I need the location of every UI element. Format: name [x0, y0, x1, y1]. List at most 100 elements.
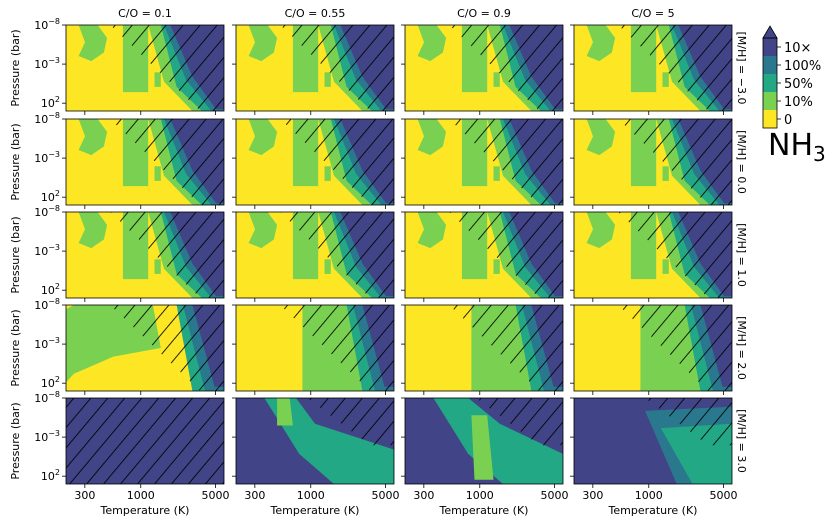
hatch-region	[307, 398, 394, 446]
y-tick-label: 102	[41, 375, 60, 390]
level-region	[433, 398, 563, 484]
y-tick-label: 10−8	[34, 297, 60, 312]
heatmap-panel-r0-c2	[401, 24, 564, 115]
hatch-region	[110, 119, 224, 205]
panel-frame	[235, 397, 395, 485]
x-tick-label: 5000	[202, 489, 230, 502]
hatch-region	[618, 212, 732, 298]
x-tick-label: 5000	[710, 489, 738, 502]
level-region	[78, 25, 108, 62]
row-label: [M/H] = 1.0	[735, 223, 748, 287]
level-region	[586, 119, 616, 156]
y-axis-label: Pressure (bar)	[9, 309, 22, 386]
colorbar: 10× 100% 50% 10% 0	[762, 25, 821, 129]
heatmap-panel-r2-c2	[401, 211, 564, 302]
y-axis-label: Pressure (bar)	[9, 216, 22, 293]
level-region	[586, 212, 616, 249]
level-region	[662, 72, 669, 87]
y-tick-label: 10−3	[34, 243, 60, 258]
level-region	[417, 25, 447, 62]
heatmap-panel-r3-c2	[401, 304, 564, 395]
y-tick-label: 10−3	[34, 56, 60, 71]
hatch-region	[280, 119, 394, 205]
panel-frame	[65, 118, 225, 206]
level-region	[493, 72, 500, 87]
colorbar-tick-label: 10×	[784, 41, 811, 56]
column-title: C/O = 0.55	[285, 7, 346, 20]
panel-frame	[573, 24, 733, 112]
panel-frame	[573, 118, 733, 206]
hatch-region	[280, 212, 394, 298]
panel-frame	[65, 304, 225, 392]
level-region	[471, 415, 494, 480]
level-region	[662, 166, 669, 181]
hatch-region	[280, 305, 394, 391]
panel-frame	[65, 24, 225, 112]
row-label: [M/H] = 2.0	[735, 316, 748, 380]
y-tick-label: 102	[41, 189, 60, 204]
level-region	[248, 25, 278, 62]
row-label: [M/H] = 3.0	[735, 409, 748, 473]
level-region	[78, 212, 108, 249]
panel-frame	[404, 397, 564, 485]
hatch-region	[618, 25, 732, 111]
hatch-region	[476, 398, 563, 446]
panel-frame	[573, 304, 733, 392]
hatch-region	[449, 119, 563, 205]
heatmap-panel-r2-c3	[570, 211, 733, 302]
heatmap-panel-r4-c3: 300 1000 5000	[570, 397, 738, 502]
y-tick-label: 10−8	[34, 204, 60, 219]
y-tick-label: 10−8	[34, 111, 60, 126]
level-region	[277, 398, 293, 426]
species-label: NH3	[768, 128, 826, 166]
x-axis-label: Temperature (K)	[608, 504, 698, 517]
heatmap-panel-r3-c0: 10−8 10−3 102	[34, 297, 225, 395]
y-tick-label: 10−3	[34, 336, 60, 351]
level-region	[324, 72, 331, 87]
level-region	[662, 259, 669, 274]
level-region	[248, 119, 278, 156]
panel-frame	[404, 24, 564, 112]
panel-frame	[235, 211, 395, 299]
x-tick-label: 1000	[297, 489, 325, 502]
panel-frame	[404, 118, 564, 206]
colorbar-segment	[763, 56, 777, 74]
x-tick-label: 300	[582, 489, 603, 502]
heatmap-panel-r1-c2	[401, 118, 564, 209]
x-axis-label: Temperature (K)	[270, 504, 360, 517]
panel-frame	[65, 397, 225, 485]
level-region	[324, 259, 331, 274]
y-tick-label: 102	[41, 282, 60, 297]
colorbar-segment	[763, 92, 777, 110]
heatmap-panel-r4-c2: 300 1000 5000	[401, 397, 569, 502]
heatmap-panel-r1-c1	[232, 118, 395, 209]
hatch-region	[449, 25, 563, 111]
heatmap-panel-r1-c3	[570, 118, 733, 209]
x-axis-label: Temperature (K)	[439, 504, 529, 517]
level-region	[78, 119, 108, 156]
heatmap-panel-r3-c3	[570, 304, 733, 395]
colorbar-tick-label: 10%	[784, 95, 813, 110]
colorbar-segment	[763, 38, 777, 56]
x-tick-label: 5000	[541, 489, 569, 502]
level-region	[154, 72, 161, 87]
panel-frame	[573, 211, 733, 299]
x-tick-label: 300	[413, 489, 434, 502]
level-region	[417, 212, 447, 249]
hatch-region	[110, 212, 224, 298]
level-region	[324, 166, 331, 181]
y-tick-label: 102	[41, 468, 60, 483]
x-tick-label: 1000	[635, 489, 663, 502]
heatmap-panel-r3-c1	[232, 304, 395, 395]
x-tick-label: 5000	[372, 489, 400, 502]
level-region	[154, 166, 161, 181]
heatmap-panel-r4-c1: 300 1000 5000	[232, 397, 400, 502]
y-tick-label: 10−8	[34, 390, 60, 405]
level-region	[417, 119, 447, 156]
colorbar-tick-label: 100%	[784, 59, 821, 74]
level-region	[586, 25, 616, 62]
heatmap-panel-r0-c0: 10−8 10−3 102	[34, 17, 225, 115]
hatch-region	[66, 398, 224, 484]
species-base: NH	[768, 128, 813, 163]
